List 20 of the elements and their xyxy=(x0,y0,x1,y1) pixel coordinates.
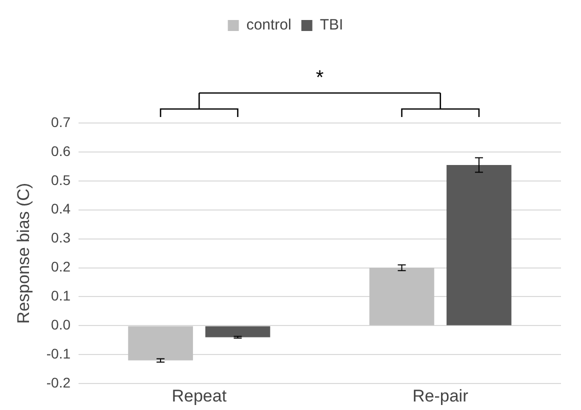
y-axis-title: Response bias (C) xyxy=(14,182,33,324)
y-tick-label: 0.6 xyxy=(51,142,71,159)
bar xyxy=(446,164,512,326)
y-tick-label: 0.7 xyxy=(51,114,71,130)
bar xyxy=(128,326,193,360)
y-tick-label: 0.1 xyxy=(51,288,71,304)
y-tick-label: -0.1 xyxy=(46,346,71,362)
x-tick-label: Repeat xyxy=(172,386,227,406)
legend-label: control xyxy=(246,16,292,34)
legend-label: TBI xyxy=(320,16,344,34)
y-tick-label: 0.2 xyxy=(51,258,71,275)
bar xyxy=(369,268,434,326)
bar xyxy=(205,326,270,338)
x-tick-label: Re-pair xyxy=(412,386,469,406)
y-tick-label: 0.3 xyxy=(51,230,71,246)
text: * xyxy=(316,67,324,90)
y-tick-label: 0.4 xyxy=(51,200,71,217)
y-tick-label: 0.0 xyxy=(51,316,71,333)
y-tick-label: 0.5 xyxy=(51,172,71,188)
y-tick-label: -0.2 xyxy=(46,374,71,390)
